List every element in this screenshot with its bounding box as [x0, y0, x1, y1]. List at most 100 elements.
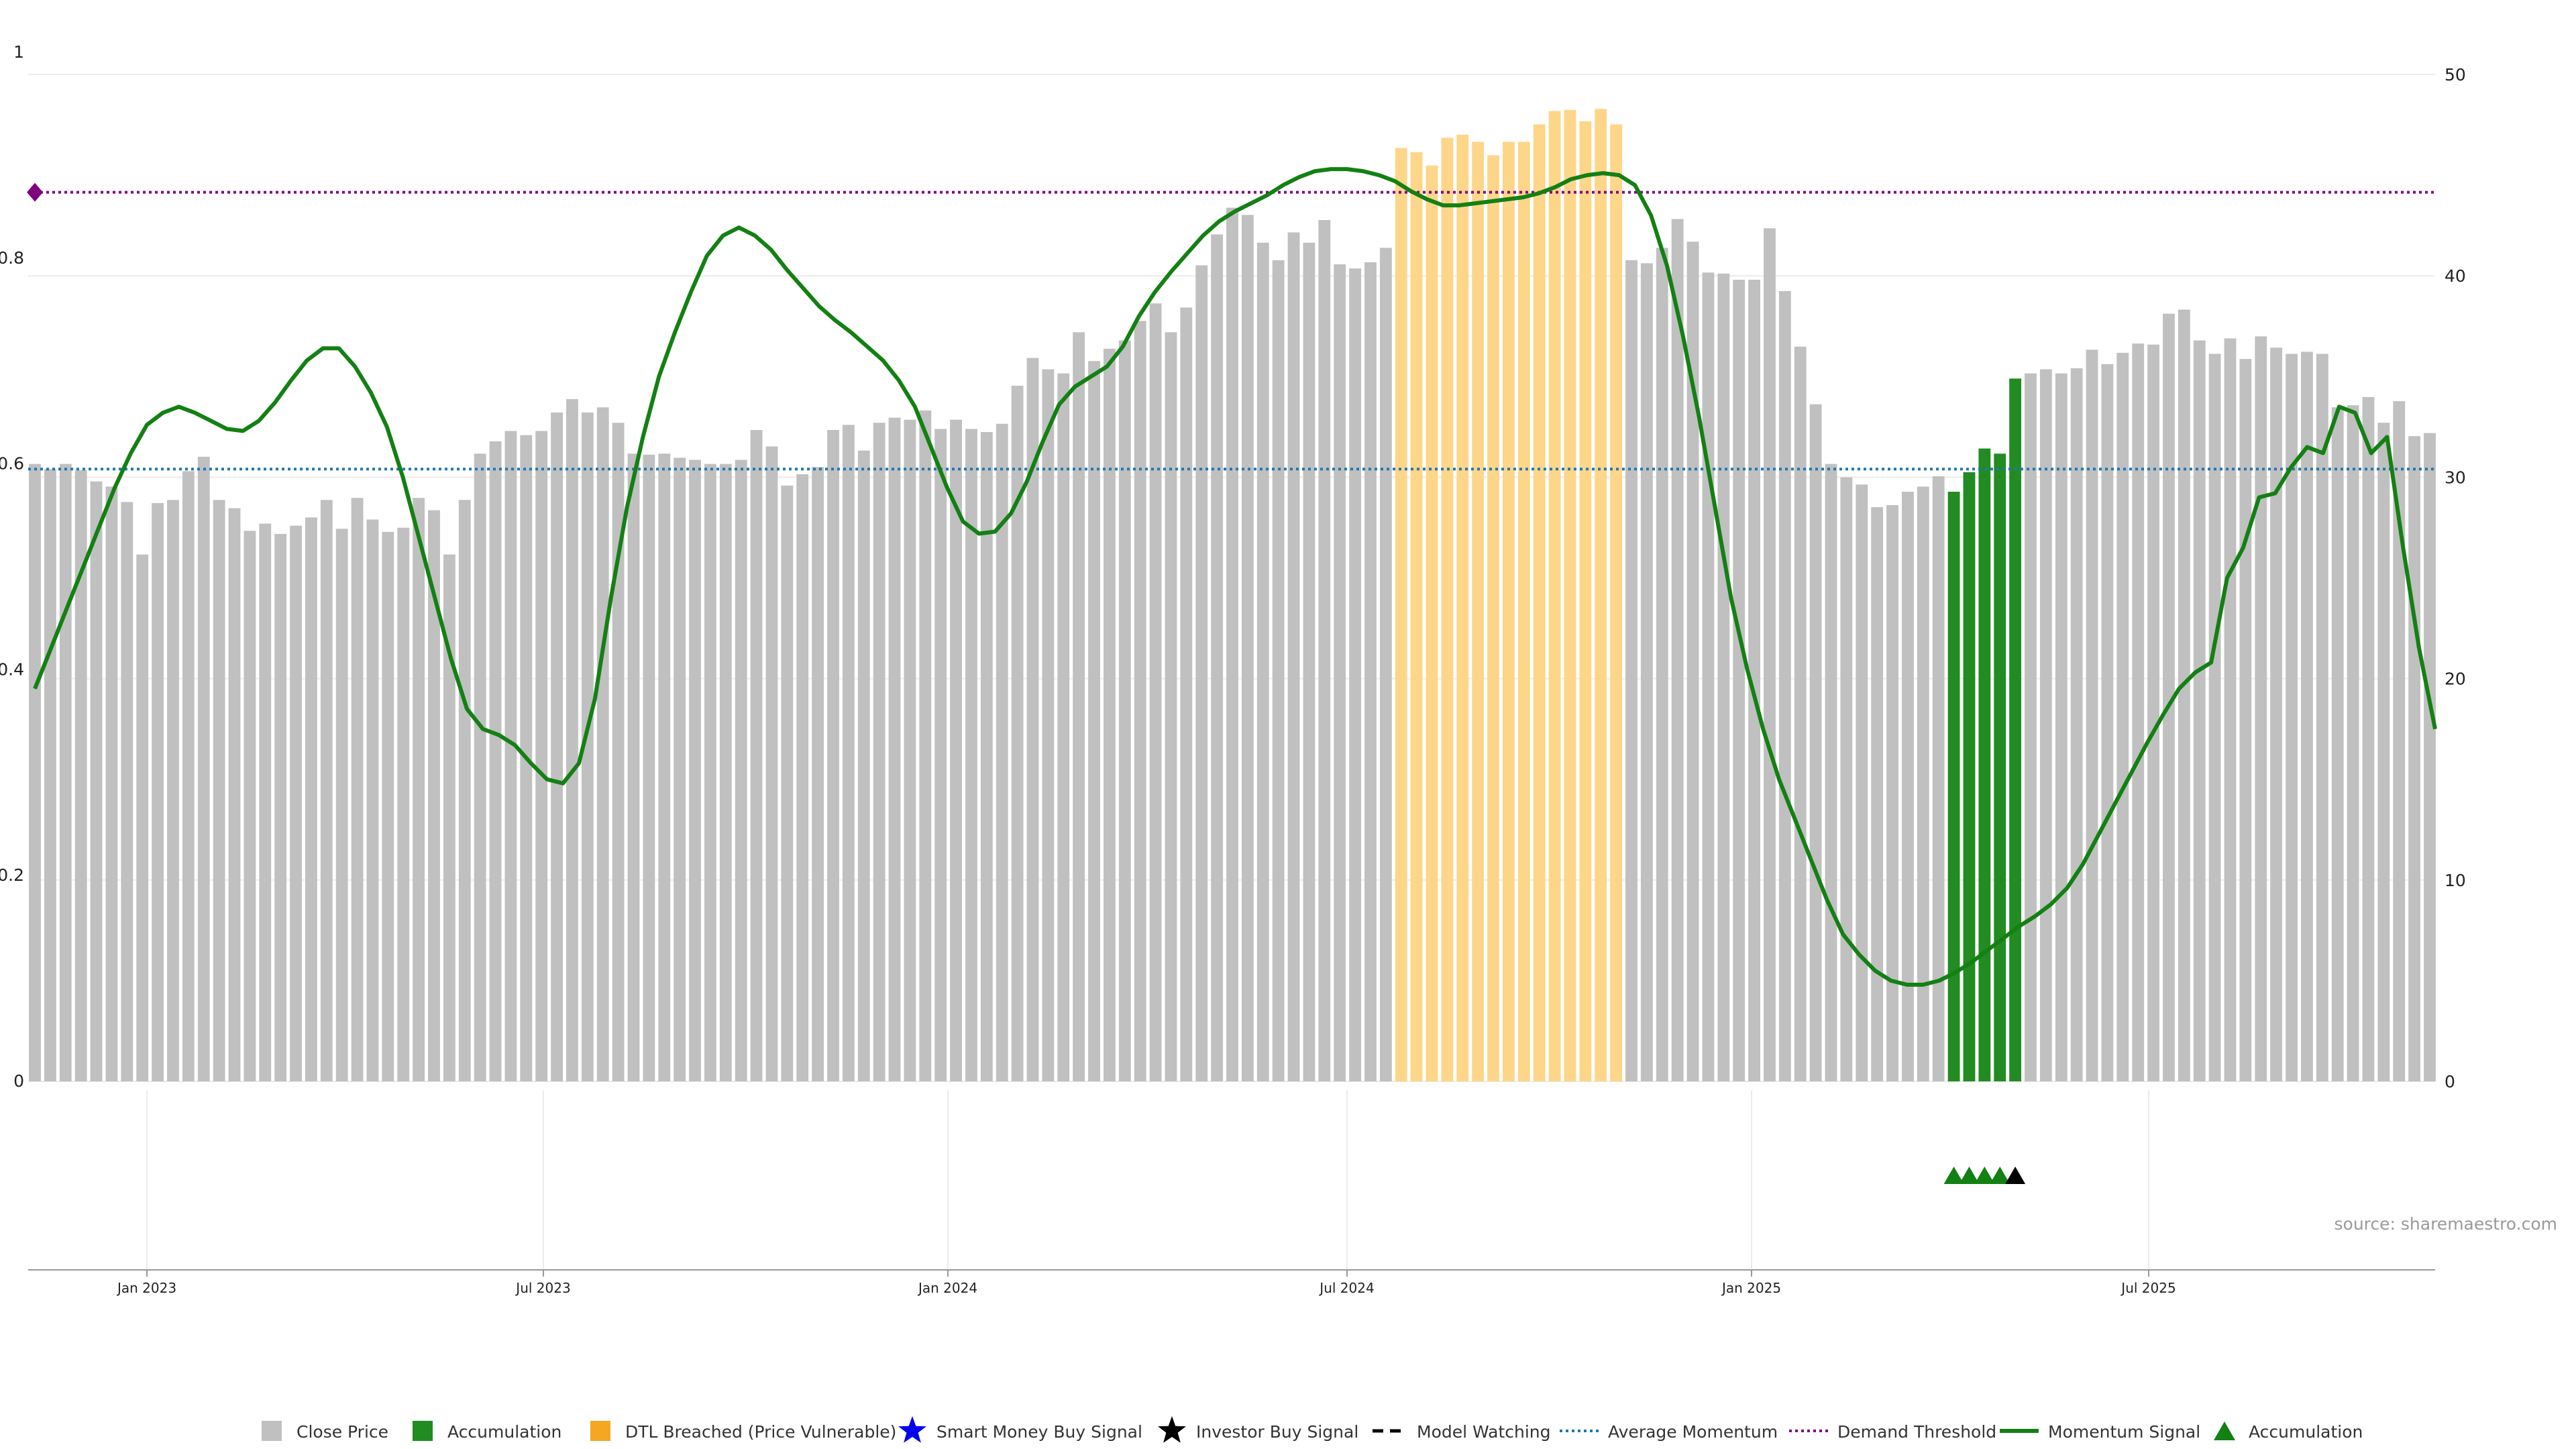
- bar: [2147, 344, 2160, 1081]
- bar: [1548, 111, 1561, 1082]
- bar: [765, 446, 778, 1081]
- bar: [228, 508, 241, 1081]
- bar: [2331, 407, 2344, 1081]
- bar: [1901, 492, 1914, 1081]
- bar: [1978, 448, 1991, 1081]
- x-axis: Jan 2023 Jul 2023 Jan 2024 Jul 2024 Jan 2025…: [28, 1269, 2435, 1296]
- bar: [2408, 436, 2421, 1081]
- bar: [2163, 313, 2175, 1081]
- bar: [1364, 262, 1377, 1081]
- bar: [1502, 142, 1515, 1081]
- bar: [1180, 307, 1193, 1081]
- bar: [2270, 347, 2283, 1081]
- bar: [1686, 241, 1699, 1082]
- legend-label: Investor Buy Signal: [1196, 1422, 1358, 1442]
- bar: [74, 470, 87, 1081]
- bar: [1395, 148, 1407, 1082]
- bar: [719, 464, 732, 1081]
- bar: [1886, 504, 1898, 1081]
- left-tick-label: 0.4: [0, 659, 24, 679]
- bar: [1947, 492, 1960, 1081]
- bar: [1856, 484, 1868, 1081]
- bar: [2239, 359, 2252, 1081]
- left-tick-label: 0.2: [0, 865, 24, 885]
- bar: [1318, 220, 1331, 1081]
- x-tick-label: Jul 2023: [515, 1280, 570, 1296]
- bar: [1579, 121, 1592, 1082]
- bar: [2286, 354, 2298, 1082]
- accumulation-triangle: [1990, 1167, 2010, 1184]
- bar: [1241, 215, 1254, 1081]
- bar: [643, 454, 655, 1081]
- bar: [919, 410, 932, 1081]
- bar: [996, 423, 1008, 1081]
- bar: [1564, 109, 1576, 1081]
- x-tick-label: Jan 2024: [917, 1280, 977, 1296]
- bar: [2393, 401, 2406, 1081]
- bar: [274, 533, 287, 1081]
- bar: [2347, 405, 2359, 1081]
- legend-label: Smart Money Buy Signal: [936, 1422, 1142, 1442]
- legend-star-icon: [1158, 1416, 1186, 1443]
- bar: [2025, 373, 2037, 1082]
- bar: [674, 458, 686, 1081]
- bar: [1134, 321, 1146, 1081]
- legend-label: Accumulation: [2249, 1422, 2363, 1442]
- bar: [2070, 368, 2083, 1081]
- bar: [121, 502, 133, 1081]
- right-tick-label: 50: [2445, 65, 2466, 85]
- right-axis: 0 10 20 30 40 50: [2445, 65, 2466, 1091]
- accumulation-triangle: [1943, 1167, 1964, 1184]
- bar: [2316, 354, 2328, 1082]
- bar: [1472, 142, 1485, 1081]
- bar: [105, 486, 118, 1081]
- bar: [904, 419, 916, 1081]
- legend-label: Accumulation: [447, 1422, 561, 1442]
- bar: [1334, 264, 1346, 1081]
- bar: [1211, 234, 1224, 1081]
- bar: [1426, 165, 1438, 1082]
- bar: [2009, 378, 2022, 1081]
- bar: [1717, 273, 1730, 1081]
- bar: [612, 423, 625, 1081]
- bar: [244, 531, 256, 1081]
- bar: [366, 519, 379, 1081]
- investor-buy-triangle: [2005, 1167, 2026, 1184]
- bar: [197, 456, 210, 1081]
- bar: [1287, 232, 1300, 1082]
- bar: [1118, 340, 1131, 1081]
- bar: [335, 529, 348, 1081]
- source-label: source: sharemaestro.com: [2334, 1214, 2558, 1234]
- bar: [1441, 138, 1454, 1081]
- bar: [566, 398, 578, 1081]
- right-tick-label: 20: [2445, 669, 2466, 689]
- bar: [1349, 268, 1362, 1081]
- x-tick-label: Jul 2025: [2120, 1280, 2176, 1296]
- bar: [1379, 248, 1392, 1082]
- bar: [2055, 373, 2068, 1082]
- bar: [351, 498, 364, 1081]
- bar: [59, 464, 72, 1081]
- bar: [735, 460, 747, 1081]
- bar: [413, 498, 425, 1081]
- bar: [1733, 280, 1746, 1081]
- bar: [167, 500, 179, 1081]
- bar: [2424, 433, 2436, 1081]
- legend-label: Model Watching: [1417, 1422, 1551, 1442]
- bar: [1256, 242, 1269, 1081]
- bar: [2101, 364, 2114, 1081]
- demand-threshold-diamond: [27, 182, 43, 202]
- bar: [1809, 404, 1822, 1081]
- reference-lines: [27, 182, 2435, 471]
- bar: [44, 469, 56, 1081]
- bar: [2208, 354, 2221, 1082]
- bar: [2086, 350, 2098, 1082]
- bar: [1487, 155, 1499, 1081]
- bar: [781, 485, 794, 1081]
- right-tick-label: 30: [2445, 468, 2466, 487]
- bar: [2300, 352, 2313, 1081]
- bar: [873, 423, 885, 1081]
- bar: [1042, 369, 1055, 1082]
- bar: [1057, 373, 1070, 1082]
- bar: [443, 554, 455, 1081]
